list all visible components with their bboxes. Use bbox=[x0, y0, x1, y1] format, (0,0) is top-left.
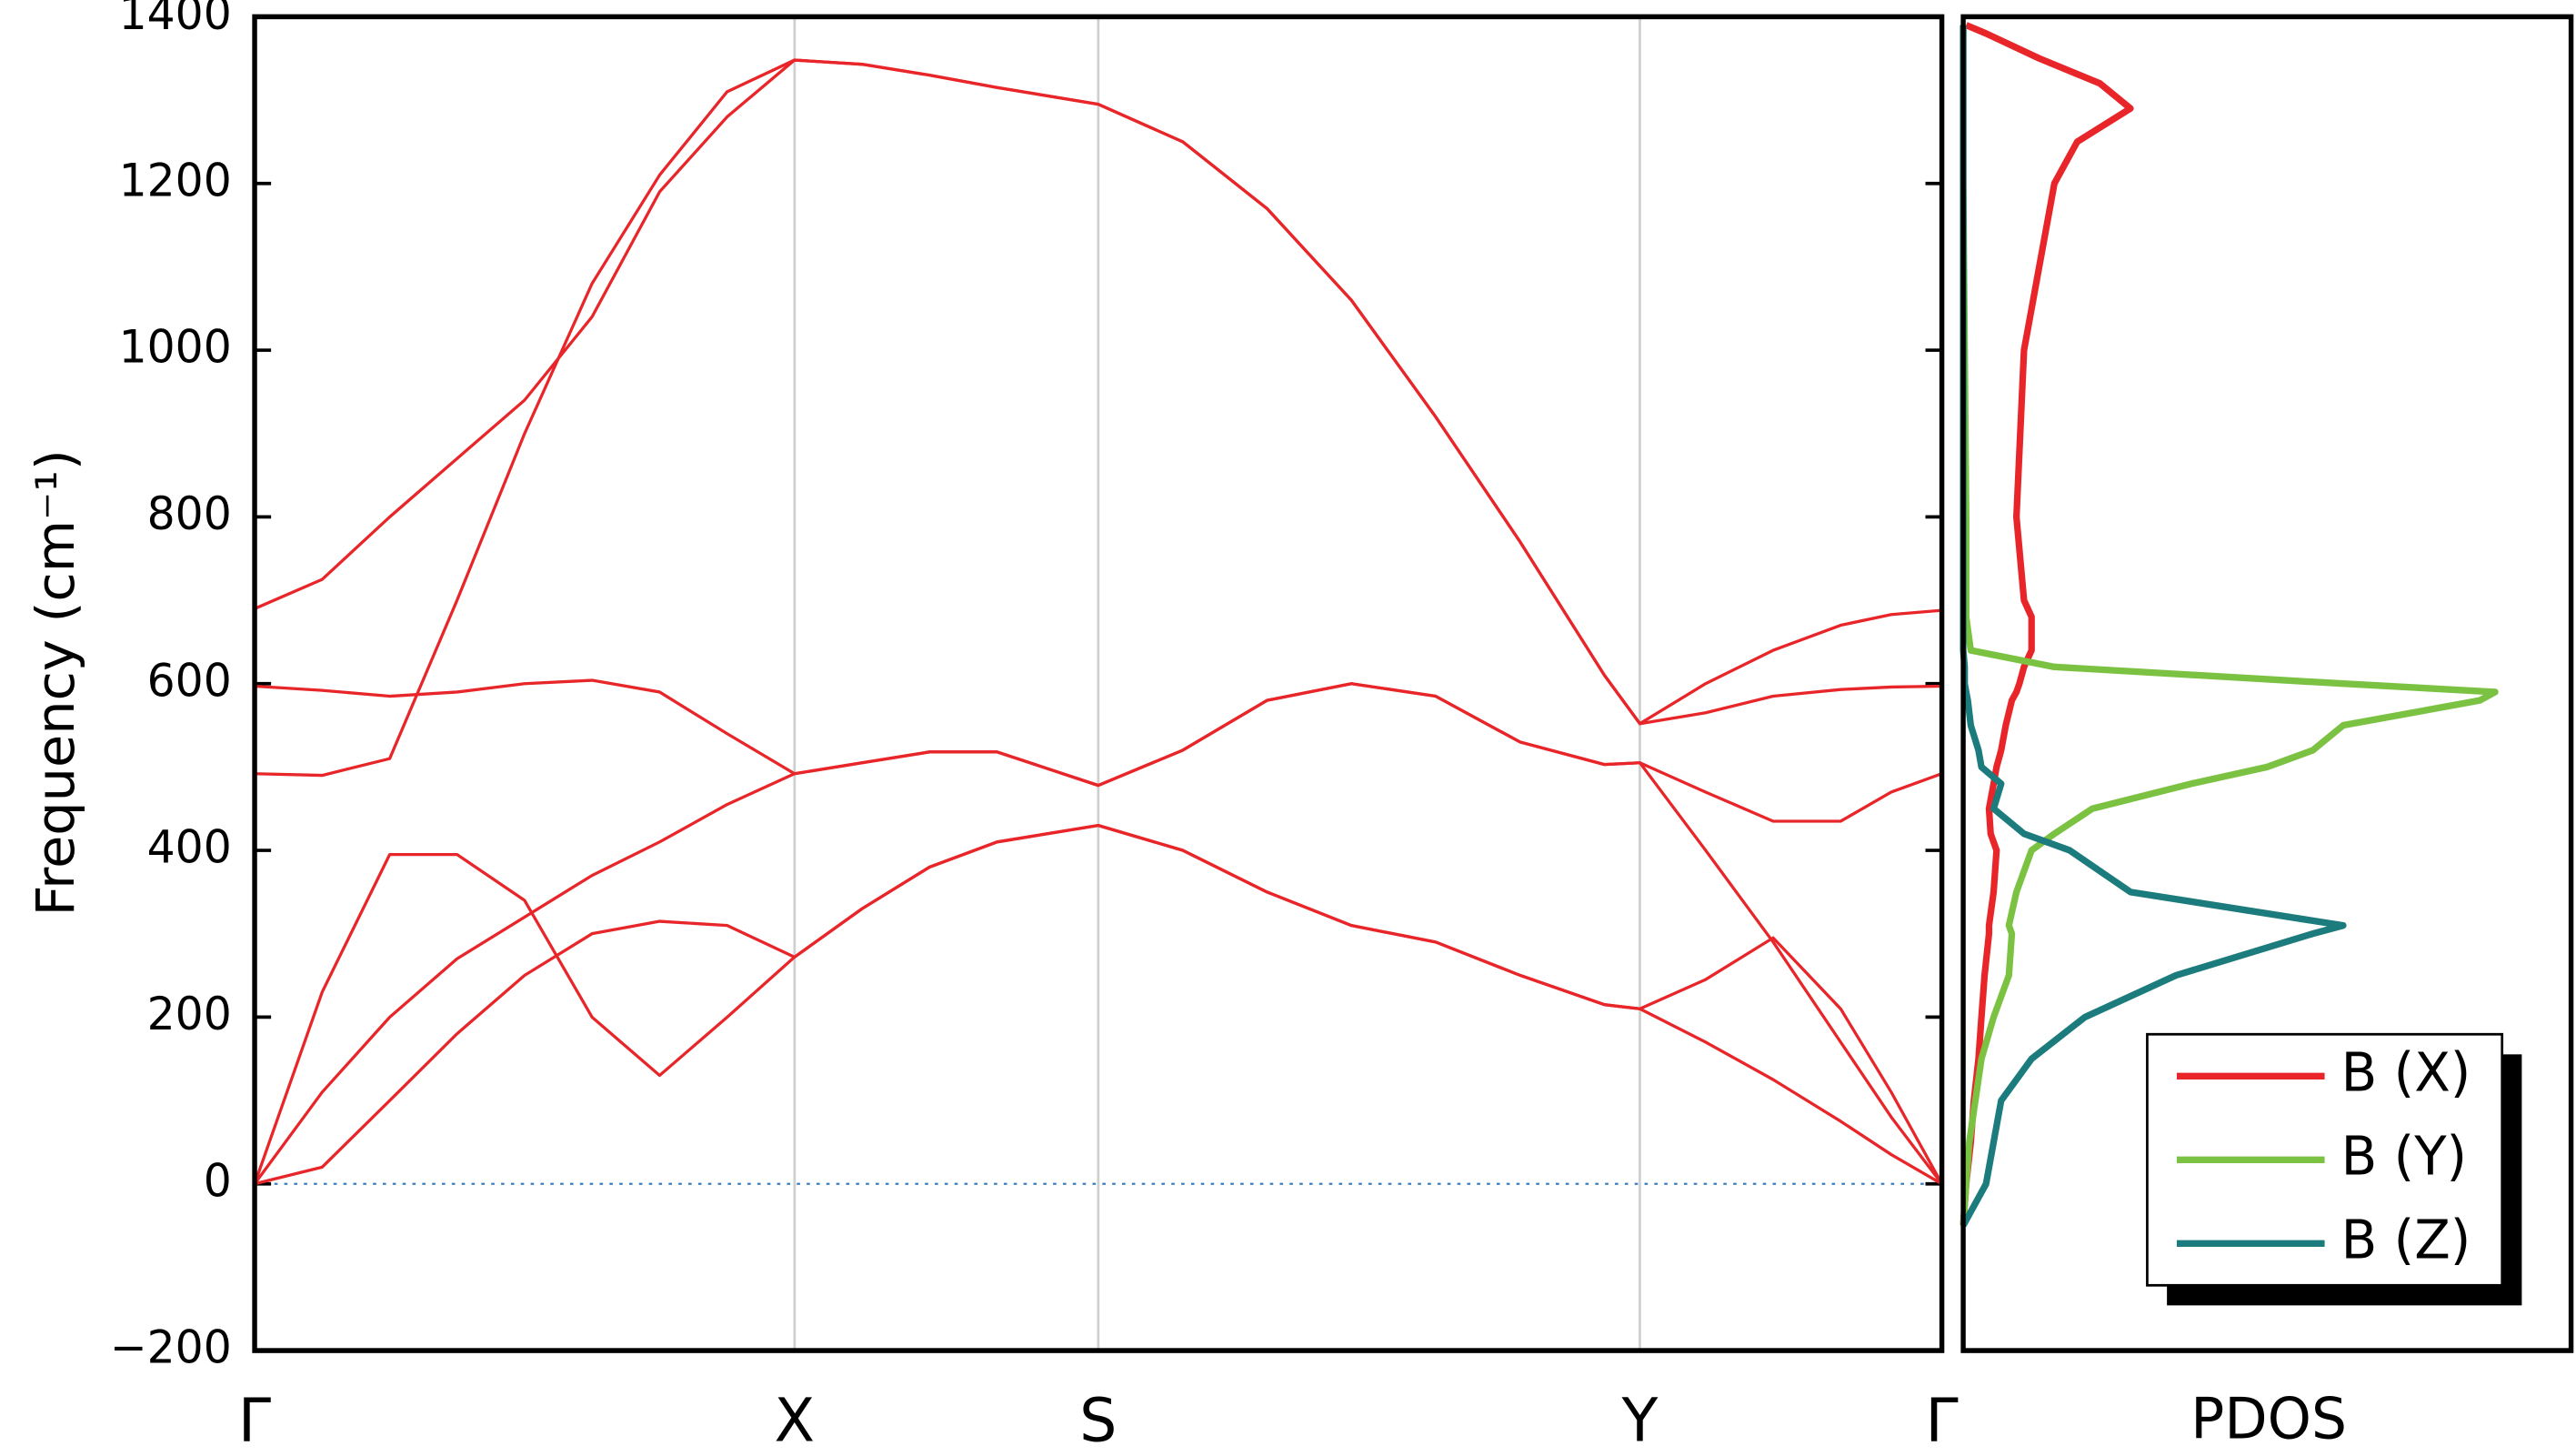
plot-frame bbox=[252, 14, 1945, 1353]
legend-label: B (X) bbox=[2341, 1041, 2471, 1104]
y-tick-label: 800 bbox=[147, 487, 232, 541]
x-tick-label: Γ bbox=[238, 1386, 272, 1456]
band-line bbox=[255, 58, 1942, 778]
x-tick-label: X bbox=[775, 1386, 816, 1456]
y-tick-label: 400 bbox=[147, 820, 232, 874]
legend-label: B (Z) bbox=[2341, 1209, 2471, 1271]
y-tick-label: −200 bbox=[110, 1320, 232, 1374]
y-tick-label: 0 bbox=[204, 1154, 232, 1208]
y-tick-label: 600 bbox=[147, 654, 232, 708]
x-axis-label: PDOS bbox=[2190, 1385, 2347, 1452]
y-tick-label: 1200 bbox=[119, 154, 232, 207]
pdos-line bbox=[1960, 22, 2134, 1226]
legend-label: B (Y) bbox=[2341, 1125, 2467, 1188]
y-axis-label: Frequency (cm⁻¹) bbox=[25, 449, 86, 916]
band-line bbox=[253, 682, 1943, 1185]
y-tick-label: 1400 bbox=[119, 0, 232, 40]
y-tick-label: 1000 bbox=[119, 320, 232, 374]
x-tick-label: S bbox=[1079, 1386, 1117, 1456]
y-tick-label: 200 bbox=[147, 988, 232, 1041]
plot-frame bbox=[1960, 14, 2574, 1353]
x-tick-label: Y bbox=[1621, 1386, 1659, 1456]
band-line bbox=[254, 823, 1943, 1186]
x-tick-label: Γ bbox=[1925, 1386, 1959, 1456]
